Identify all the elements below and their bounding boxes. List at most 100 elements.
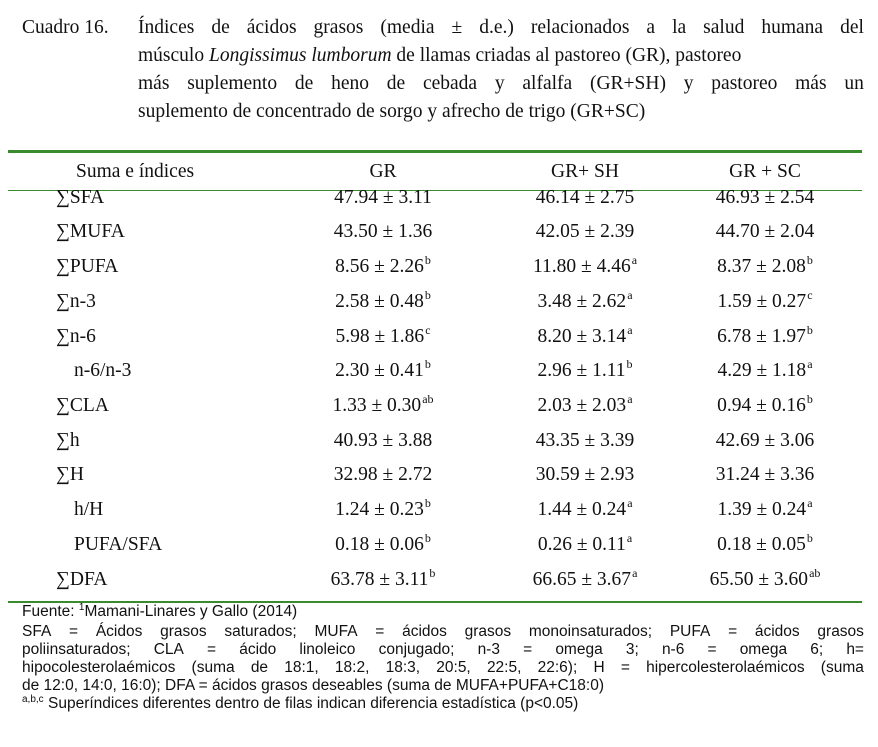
significance-letter: c (807, 288, 813, 302)
caption-text: Índices de ácidos grasos (media ± d.e.) relacio… (138, 14, 864, 126)
value-text: 8.20 ± 3.14 (537, 326, 627, 347)
significance-letter: ab (809, 566, 821, 580)
word: grasos (160, 623, 207, 640)
word: CLA (153, 641, 184, 658)
value-cell: 40.93 ± 3.88 (293, 424, 473, 458)
word: humana (761, 17, 824, 38)
word: a (646, 17, 656, 38)
word: n-6 (661, 641, 685, 658)
value-text: 46.14 ± 2.75 (535, 187, 635, 208)
value-cell: 2.30 ± 0.41b (293, 354, 473, 388)
value-cell: 1.44 ± 0.24a (490, 493, 680, 527)
word: suplemento (187, 73, 278, 94)
word: 18:2, (334, 659, 370, 676)
significance-letter: a (627, 323, 633, 337)
value-text: 1.44 ± 0.24 (537, 499, 627, 520)
word: omega (739, 641, 788, 658)
abbreviations-line-3: hipocolesterolaémicos (suma de 18:1, 18:2, 18… (22, 659, 864, 677)
row-label: ∑MUFA (56, 221, 125, 242)
value-cell: 43.35 ± 3.39 (490, 424, 680, 458)
value-cell: 63.78 ± 3.11b (293, 563, 473, 597)
word: grasos (313, 17, 364, 38)
significance-letter: b (806, 323, 813, 337)
value-cell: 2.96 ± 1.11b (490, 354, 680, 388)
table-row: ∑CLA 1.33 ± 0.30ab 2.03 ± 2.03a 0.94 ± 0.16… (0, 389, 878, 423)
word: (GR+SH) (589, 73, 666, 94)
word: un (844, 73, 864, 94)
value-cell: 6.78 ± 1.97b (680, 320, 850, 354)
word: = (375, 623, 385, 640)
value-cell: 11.80 ± 4.46a (490, 250, 680, 284)
significance-letter: b (626, 357, 633, 371)
value-text: 42.69 ± 3.06 (715, 430, 815, 451)
header-gr: GR (369, 161, 397, 182)
word: ácido (239, 641, 277, 658)
value-text: 4.29 ± 1.18 (717, 360, 807, 381)
value-cell: 8.37 ± 2.08b (680, 250, 850, 284)
word: 20:5, (436, 659, 471, 676)
table-header-row: Suma e índices GR GR+ SH GR + SC (0, 155, 878, 189)
word: (suma (191, 659, 235, 676)
significance-letter: ab (422, 392, 434, 406)
header-gr-sc: GR + SC (729, 161, 801, 182)
table-row: h/H 1.24 ± 0.23b 1.44 ± 0.24a 1.39 ± 0.24a (0, 493, 878, 527)
word: H (593, 659, 605, 676)
caption-label: Cuadro 16. (22, 17, 109, 38)
row-label: ∑H (56, 464, 84, 485)
value-cell: 42.69 ± 3.06 (680, 424, 850, 458)
value-cell: 0.18 ± 0.05b (680, 528, 850, 562)
word: y (494, 73, 505, 94)
word: h= (846, 641, 864, 658)
significance-letter: b (429, 566, 436, 580)
source-note: Fuente: 1Mamani-Linares y Gallo (2014) (22, 602, 864, 623)
word: salud (703, 17, 745, 38)
value-cell: 1.33 ± 0.30ab (293, 389, 473, 423)
word: más (795, 73, 827, 94)
value-text: 0.18 ± 0.05 (717, 534, 806, 555)
value-text: 2.30 ± 0.41 (335, 360, 424, 381)
value-text: 47.94 ± 3.11 (334, 187, 432, 208)
word: (media (380, 17, 435, 38)
row-label: ∑PUFA (56, 256, 119, 277)
value-cell: 32.98 ± 2.72 (293, 458, 473, 492)
significance-letter: a (807, 357, 813, 371)
word: 3; (625, 641, 639, 658)
word: grasos (464, 623, 512, 640)
table-row: ∑H 32.98 ± 2.72 30.59 ± 2.93 31.24 ± 3.36 (0, 458, 878, 492)
value-text: 66.65 ± 3.67 (532, 569, 632, 590)
table-row: ∑DFA 63.78 ± 3.11b 66.65 ± 3.67a 65.50 ± 3.… (0, 563, 878, 597)
value-cell: 8.20 ± 3.14a (490, 320, 680, 354)
word: alfalfa (522, 73, 573, 94)
caption-line-1: Índices de ácidos grasos (media ± d.e.) relacio… (138, 14, 864, 42)
header-sum-indices: Suma e índices (76, 161, 195, 182)
value-cell: 0.18 ± 0.06b (293, 528, 473, 562)
significance-letter: b (806, 531, 813, 545)
value-text: 5.98 ± 1.86 (335, 326, 425, 347)
word: cebada (422, 73, 478, 94)
significance-letter: a (627, 392, 633, 406)
caption-line-2-pre: músculo (138, 45, 209, 66)
table-row: PUFA/SFA 0.18 ± 0.06b 0.26 ± 0.11a 0.18 ± 0… (0, 528, 878, 562)
value-cell: 1.39 ± 0.24a (680, 493, 850, 527)
value-text: 65.50 ± 3.60 (709, 569, 809, 590)
significance-letter: b (424, 496, 431, 510)
value-cell: 42.05 ± 2.39 (490, 215, 680, 249)
significance-letter: a (631, 253, 638, 267)
word: de (294, 73, 314, 94)
value-text: 2.58 ± 0.48 (335, 291, 424, 312)
significance-letter: a (627, 288, 633, 302)
word: MUFA (314, 623, 358, 640)
value-cell: 8.56 ± 2.26b (293, 250, 473, 284)
caption-line-4: suplemento de concentrado de sorgo y afr… (138, 101, 646, 122)
word: relacionados (530, 17, 630, 38)
significance-superscript: a,b,c (22, 694, 44, 705)
caption-line-2-post: de llamas criadas al pastoreo (GR), past… (391, 45, 742, 66)
row-label: h/H (74, 499, 104, 520)
word: ácidos (246, 17, 297, 38)
value-text: 6.78 ± 1.97 (717, 326, 806, 347)
word: hipercolesterolaémicos (646, 659, 805, 676)
value-text: 0.94 ± 0.16 (717, 395, 806, 416)
table-row: ∑n-3 2.58 ± 0.48b 3.48 ± 2.62a 1.59 ± 0.27c (0, 285, 878, 319)
source-text: Mamani-Linares y Gallo (2014) (84, 603, 298, 620)
table-row: ∑PUFA 8.56 ± 2.26b 11.80 ± 4.46a 8.37 ± 2.0… (0, 250, 878, 284)
